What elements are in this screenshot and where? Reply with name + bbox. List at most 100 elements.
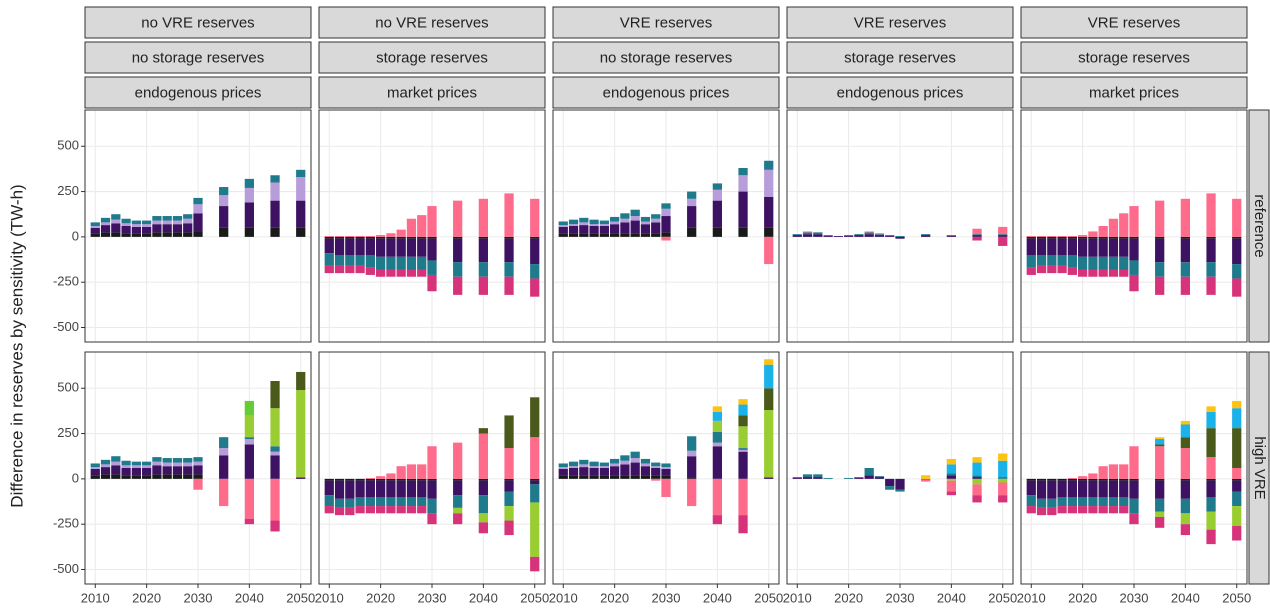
bar-segment: [219, 227, 229, 237]
bar-segment: [376, 236, 386, 239]
bar-segment: [792, 477, 802, 479]
bar-segment: [530, 484, 540, 503]
bar-segment: [1078, 256, 1088, 270]
bar-segment: [1078, 235, 1088, 237]
bar-segment: [478, 198, 488, 237]
bar-segment: [738, 478, 748, 516]
bar-segment: [1036, 480, 1047, 499]
bar-segment: [365, 480, 375, 497]
bar-segment: [193, 197, 203, 205]
bar-segment: [1078, 238, 1088, 257]
bar-segment: [1026, 255, 1036, 268]
bar-segment: [568, 219, 579, 225]
bar-segment: [478, 236, 488, 239]
bar-segment: [193, 474, 203, 479]
bar-segment: [1155, 236, 1165, 239]
bar-segment: [162, 224, 172, 233]
bar-segment: [131, 465, 141, 468]
bar-segment: [1108, 506, 1119, 514]
bar-segment: [712, 420, 722, 432]
bar-segment: [998, 477, 1008, 479]
strip-box: [84, 76, 312, 109]
bar-segment: [568, 233, 579, 237]
bar-segment: [396, 480, 406, 497]
bar-segment: [998, 236, 1008, 246]
bar-segment: [1108, 478, 1119, 481]
bar-segment: [193, 213, 203, 232]
bar-segment: [1088, 238, 1098, 257]
bar-segment: [530, 238, 540, 265]
bar-segment: [121, 460, 131, 466]
bar-segment: [345, 238, 355, 255]
bar-segment: [478, 495, 488, 514]
bar-segment: [193, 204, 203, 214]
strip-box: [786, 41, 1014, 74]
bar-segment: [121, 233, 131, 237]
bar-segment: [738, 175, 748, 192]
bar-segment: [1119, 213, 1129, 237]
x-tick-label: 2050: [286, 590, 315, 605]
bar-segment: [111, 214, 121, 220]
bar-segment: [558, 233, 568, 237]
bar-segment: [764, 197, 774, 228]
bar-segment: [121, 475, 131, 479]
bar-segment: [1078, 476, 1088, 479]
bar-segment: [687, 478, 697, 507]
bar-segment: [712, 446, 722, 479]
bar-segment: [100, 467, 111, 475]
bar-segment: [599, 468, 609, 476]
bar-segment: [530, 480, 540, 485]
bar-segment: [90, 227, 100, 234]
bar-segment: [365, 236, 375, 239]
bar-segment: [1088, 478, 1098, 481]
bar-segment: [687, 227, 697, 237]
bar-segment: [396, 497, 406, 507]
bar-segment: [111, 465, 121, 475]
bar-segment: [651, 478, 661, 481]
bar-segment: [324, 495, 334, 507]
bar-segment: [530, 437, 540, 479]
bar-segment: [998, 460, 1008, 478]
strip-box: [318, 6, 546, 39]
bar-segment: [712, 478, 722, 516]
bar-segment: [111, 474, 121, 479]
bar-segment: [972, 477, 982, 479]
bar-segment: [270, 451, 280, 456]
bar-segment: [131, 475, 141, 479]
bar-segment: [376, 476, 386, 479]
bar-segment: [504, 506, 514, 521]
bar-segment: [558, 467, 568, 469]
y-tick-label: 250: [57, 183, 79, 198]
bar-segment: [1119, 236, 1129, 239]
bar-segment: [345, 478, 355, 481]
bar-segment: [1119, 238, 1129, 257]
bar-segment: [764, 388, 774, 410]
bar-segment: [1155, 437, 1165, 439]
bar-segment: [1047, 236, 1057, 239]
bar-segment: [376, 478, 386, 481]
bar-segment: [406, 478, 417, 481]
bar-segment: [764, 359, 774, 365]
bar-segment: [558, 475, 568, 479]
bar-segment: [640, 458, 651, 464]
strip-label: no storage reserves: [600, 49, 733, 66]
bar-segment: [1119, 464, 1129, 479]
bar-segment: [417, 480, 427, 497]
bar-segment: [365, 267, 375, 275]
bar-segment: [620, 475, 630, 479]
bar-segment: [630, 475, 640, 479]
bar-segment: [376, 256, 386, 270]
bar-segment: [100, 474, 111, 479]
x-tick-label: 2030: [184, 590, 213, 605]
bar-segment: [1098, 226, 1108, 237]
bar-segment: [813, 234, 823, 237]
bar-segment: [854, 477, 864, 478]
bar-segment: [1036, 478, 1047, 481]
bar-segment: [172, 232, 183, 237]
bar-segment: [453, 200, 463, 237]
bar-segment: [334, 255, 345, 266]
bar-segment: [1206, 236, 1216, 239]
bar-segment: [530, 264, 540, 279]
bar-segment: [417, 497, 427, 507]
bar-segment: [599, 220, 609, 225]
